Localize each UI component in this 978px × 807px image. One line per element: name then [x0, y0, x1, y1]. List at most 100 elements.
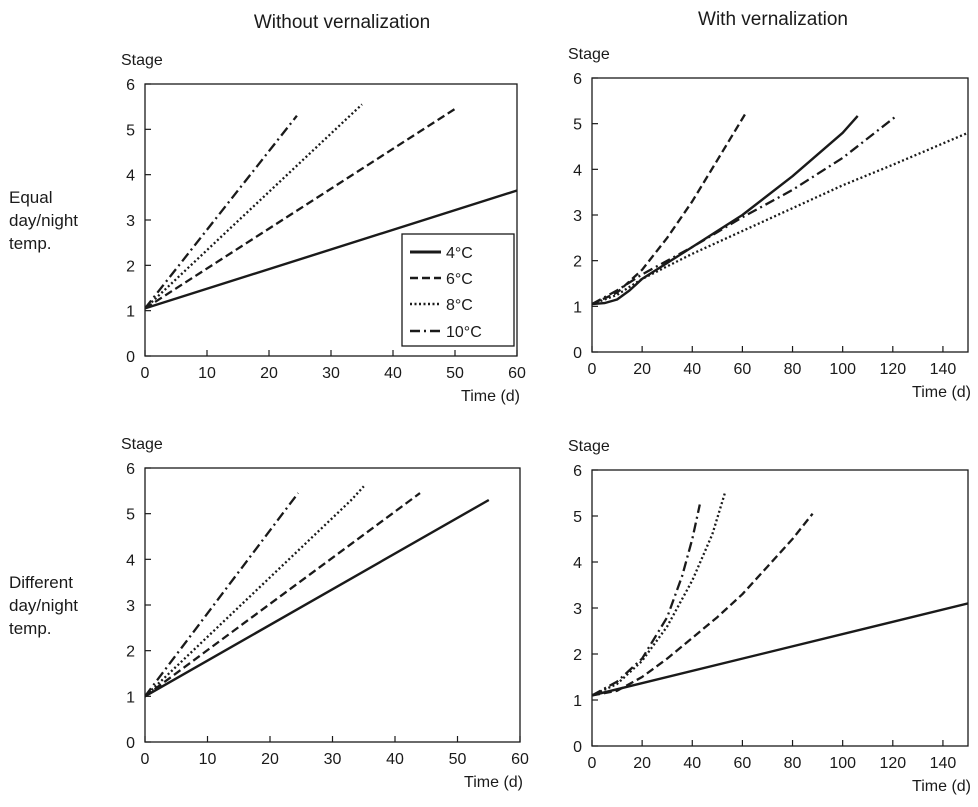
y-tick-label: 4 — [573, 162, 582, 179]
series-line-10c — [145, 492, 300, 697]
x-tick-label: 0 — [588, 755, 597, 772]
x-tick-label: 20 — [633, 755, 651, 772]
series-line-8c — [592, 492, 727, 697]
legend-label-4c: 4°C — [446, 245, 473, 262]
y-tick-label: 4 — [126, 168, 135, 185]
x-tick-label: 0 — [588, 361, 597, 378]
x-tick-label: 20 — [261, 751, 279, 768]
y-axis-label: Stage — [121, 52, 163, 69]
x-axis-label: Time (d) — [912, 778, 971, 795]
y-tick-label: 3 — [126, 213, 135, 230]
y-tick-label: 4 — [573, 555, 582, 572]
y-tick-label: 0 — [573, 345, 582, 362]
x-tick-label: 50 — [449, 751, 467, 768]
plot-frame — [591, 469, 969, 747]
series-line-4c — [592, 115, 859, 306]
y-tick-label: 5 — [573, 509, 582, 526]
y-tick-label: 0 — [573, 739, 582, 756]
y-tick-label: 1 — [126, 304, 135, 321]
y-tick-label: 3 — [126, 598, 135, 615]
legend-label-10c: 10°C — [446, 324, 482, 341]
series-line-8c — [145, 485, 365, 698]
x-axis-label: Time (d) — [912, 384, 971, 401]
y-axis-label: Stage — [121, 436, 163, 453]
series-line-10c — [592, 504, 701, 697]
row-label-different-line-2: day/night — [9, 596, 78, 615]
legend-label-8c: 8°C — [446, 297, 473, 314]
y-tick-label: 5 — [126, 507, 135, 524]
y-tick-label: 4 — [126, 552, 135, 569]
y-axis-label: Stage — [568, 46, 610, 63]
series-line-4c — [145, 189, 517, 310]
y-tick-label: 5 — [573, 117, 582, 134]
y-tick-label: 5 — [126, 122, 135, 139]
column-title-with-vernalization: With vernalization — [698, 9, 848, 30]
y-axis-label: Stage — [568, 438, 610, 455]
row-label-equal-line-3: temp. — [9, 234, 52, 253]
x-tick-label: 10 — [199, 751, 217, 768]
y-tick-label: 6 — [126, 461, 135, 478]
y-tick-label: 3 — [573, 208, 582, 225]
plot-frame — [144, 467, 521, 743]
x-tick-label: 60 — [734, 361, 752, 378]
y-tick-label: 2 — [126, 644, 135, 661]
y-tick-label: 6 — [126, 77, 135, 94]
row-label-different-line-3: temp. — [9, 619, 52, 638]
x-tick-label: 50 — [446, 365, 464, 382]
y-tick-label: 3 — [573, 601, 582, 618]
series-line-6c — [592, 113, 746, 306]
series-line-6c — [145, 107, 456, 310]
series-line-8c — [592, 131, 968, 306]
x-tick-label: 120 — [879, 755, 906, 772]
series-line-10c — [592, 115, 897, 306]
y-tick-label: 2 — [573, 254, 582, 271]
x-axis-label: Time (d) — [464, 774, 523, 791]
series-line-4c — [145, 498, 490, 698]
x-tick-label: 40 — [683, 755, 701, 772]
x-tick-label: 40 — [386, 751, 404, 768]
y-tick-label: 1 — [126, 689, 135, 706]
y-tick-label: 6 — [573, 463, 582, 480]
x-tick-label: 60 — [508, 365, 526, 382]
legend-label-6c: 6°C — [446, 271, 473, 288]
y-tick-label: 0 — [126, 735, 135, 752]
y-tick-label: 2 — [573, 647, 582, 664]
row-label-equal-line-1: Equal — [9, 188, 52, 207]
x-axis-label: Time (d) — [461, 388, 520, 405]
x-tick-label: 60 — [511, 751, 529, 768]
x-tick-label: 30 — [324, 751, 342, 768]
series-line-10c — [145, 114, 298, 310]
x-tick-label: 10 — [198, 365, 216, 382]
series-line-6c — [145, 492, 421, 698]
row-label-different-line-1: Different — [9, 573, 73, 592]
x-tick-label: 40 — [683, 361, 701, 378]
legend: 4°C 6°C 8°C 10°C — [401, 233, 515, 347]
x-tick-label: 30 — [322, 365, 340, 382]
y-tick-label: 1 — [573, 299, 582, 316]
series-line-4c — [592, 602, 968, 697]
y-tick-label: 0 — [126, 349, 135, 366]
x-tick-label: 20 — [633, 361, 651, 378]
x-tick-label: 140 — [930, 755, 957, 772]
x-tick-label: 0 — [141, 365, 150, 382]
column-title-without-vernalization: Without vernalization — [254, 12, 430, 33]
series-line-8c — [145, 103, 363, 310]
row-label-equal-line-2: day/night — [9, 211, 78, 230]
y-tick-label: 1 — [573, 693, 582, 710]
x-tick-label: 80 — [784, 755, 802, 772]
x-tick-label: 20 — [260, 365, 278, 382]
x-tick-label: 80 — [784, 361, 802, 378]
x-tick-label: 0 — [141, 751, 150, 768]
x-tick-label: 120 — [879, 361, 906, 378]
x-tick-label: 100 — [829, 361, 856, 378]
y-tick-label: 2 — [126, 258, 135, 275]
x-tick-label: 140 — [930, 361, 957, 378]
x-tick-label: 40 — [384, 365, 402, 382]
y-tick-label: 6 — [573, 71, 582, 88]
x-tick-label: 100 — [829, 755, 856, 772]
